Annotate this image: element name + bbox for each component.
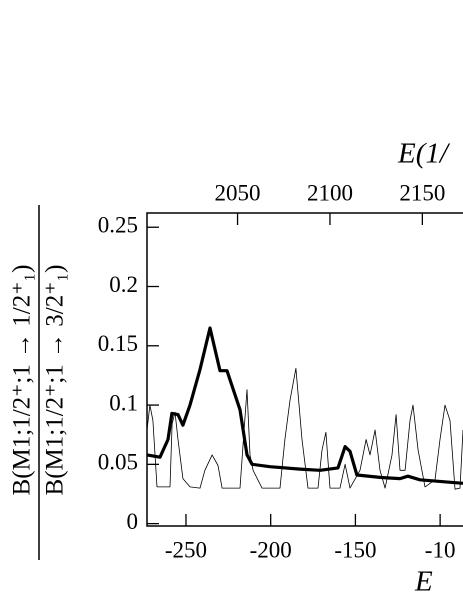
y-tick-label: 0.25	[98, 213, 138, 238]
x2-axis-label: E(1/	[397, 138, 451, 170]
y-tick-label: 0.05	[98, 450, 138, 475]
y-tick-label: 0.1	[109, 390, 138, 415]
x2-tick-label: 2150	[399, 180, 445, 205]
x-tick-label: -150	[334, 537, 376, 562]
y-tick-label: 0.15	[98, 331, 138, 356]
y-tick-label: 0	[127, 509, 139, 534]
data-line	[146, 367, 463, 490]
data-line	[146, 326, 463, 485]
y-tick-label: 0.2	[109, 272, 138, 297]
x-axis-label: E	[414, 566, 433, 598]
x-tick-label: -250	[165, 537, 207, 562]
x2-tick-label: 2050	[215, 180, 261, 205]
y-label-denominator: B(M1;1/2⁺;1 → 3/2⁺₁)	[42, 265, 69, 496]
plot-frame	[146, 212, 463, 527]
x-tick-label: -200	[250, 537, 292, 562]
x-tick-label: -10	[425, 537, 456, 562]
x2-tick-label: 2100	[307, 180, 353, 205]
y-label-numerator: B(M1;1/2⁺;1 → 1/2⁺₁)	[9, 265, 36, 496]
